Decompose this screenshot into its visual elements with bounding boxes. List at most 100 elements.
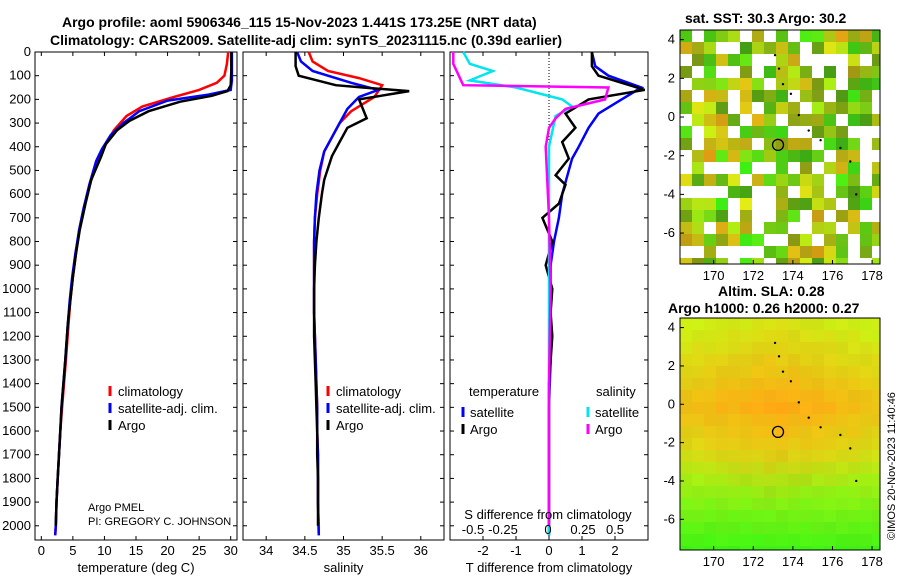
map-cell xyxy=(812,90,824,102)
island-dot xyxy=(789,380,793,383)
map-cell xyxy=(764,90,776,102)
map-cell xyxy=(848,114,860,126)
map-cell xyxy=(800,258,812,264)
map-cell xyxy=(872,186,880,198)
map-cell xyxy=(740,390,752,402)
map-cell xyxy=(836,102,848,114)
map-cell xyxy=(680,546,692,550)
map-cell xyxy=(740,210,752,222)
map-cell xyxy=(812,222,824,234)
map-cell xyxy=(776,42,788,54)
map-cell xyxy=(692,78,704,90)
map-cell xyxy=(704,210,716,222)
map-cell xyxy=(680,354,692,366)
map-cell xyxy=(800,426,812,438)
map-cell xyxy=(872,54,880,66)
map-cell xyxy=(812,486,824,498)
map-cell xyxy=(788,522,800,534)
map-cell xyxy=(728,534,740,546)
map-cell xyxy=(764,510,776,522)
map-cell xyxy=(740,366,752,378)
map-cell xyxy=(680,378,692,390)
map-cell xyxy=(776,486,788,498)
map-cell xyxy=(740,414,752,426)
map-cell xyxy=(848,342,860,354)
map-cell xyxy=(836,30,848,42)
map-cell xyxy=(716,258,728,264)
map-cell xyxy=(812,330,824,342)
map-cell xyxy=(836,366,848,378)
map-cell xyxy=(800,534,812,546)
map-cell xyxy=(788,42,800,54)
map-cell xyxy=(776,522,788,534)
map-cell xyxy=(836,474,848,486)
map-cell xyxy=(728,450,740,462)
depth-tick-label: 1400 xyxy=(2,376,31,391)
map-cell xyxy=(752,546,764,550)
map-cell xyxy=(680,198,692,210)
map-cell xyxy=(692,378,704,390)
map-cell xyxy=(716,390,728,402)
map-cell xyxy=(692,498,704,510)
map-cell xyxy=(812,450,824,462)
map-cell xyxy=(776,438,788,450)
map-cell xyxy=(848,546,860,550)
map-x-tick-label: 174 xyxy=(782,268,804,283)
map-x-tick-label: 176 xyxy=(822,554,844,569)
map-cell xyxy=(848,438,860,450)
map-cell xyxy=(728,402,740,414)
map-cell xyxy=(680,486,692,498)
map-cell xyxy=(716,534,728,546)
map-cell xyxy=(800,78,812,90)
island-dot xyxy=(777,355,781,358)
map-cell xyxy=(764,390,776,402)
map-cell xyxy=(848,30,860,42)
legend-label: climatology xyxy=(118,384,184,399)
map-cell xyxy=(692,342,704,354)
map-cell xyxy=(752,318,764,330)
map-cell xyxy=(752,78,764,90)
map-cell xyxy=(764,222,776,234)
map-cell xyxy=(836,438,848,450)
map-cell xyxy=(740,342,752,354)
map-cell xyxy=(836,462,848,474)
map-cell xyxy=(680,222,692,234)
map-cell xyxy=(752,354,764,366)
legend-label: Argo xyxy=(118,418,145,433)
map-cell xyxy=(752,414,764,426)
island-dot xyxy=(781,82,785,86)
map-cell xyxy=(788,486,800,498)
map-cell xyxy=(728,318,740,330)
map-y-tick-label: -6 xyxy=(663,511,675,526)
map-cell xyxy=(824,78,836,90)
map-cell xyxy=(788,438,800,450)
map-cell xyxy=(812,30,824,42)
map-cell xyxy=(728,366,740,378)
map-cell xyxy=(788,414,800,426)
map-cell xyxy=(680,30,692,42)
island-dot xyxy=(807,129,810,132)
map-cell xyxy=(812,42,824,54)
map-cell xyxy=(812,114,824,126)
map-cell xyxy=(764,114,776,126)
x-tick-label: 30 xyxy=(223,543,237,558)
map-cell xyxy=(848,90,860,102)
map-cell xyxy=(752,390,764,402)
map-cell xyxy=(740,438,752,450)
map-cell xyxy=(812,426,824,438)
map-cell xyxy=(716,486,728,498)
map-cell xyxy=(836,126,848,138)
map-cell xyxy=(848,198,860,210)
map-cell xyxy=(740,126,752,138)
map-cell xyxy=(824,114,836,126)
map-cell xyxy=(788,498,800,510)
map-cell xyxy=(824,486,836,498)
map-cell xyxy=(776,30,788,42)
map-cell xyxy=(776,258,788,264)
map-cell xyxy=(716,90,728,102)
map-cell xyxy=(848,426,860,438)
map-cell xyxy=(788,366,800,378)
map-cell xyxy=(788,78,800,90)
map-cell xyxy=(788,174,800,186)
map-cell xyxy=(704,498,716,510)
